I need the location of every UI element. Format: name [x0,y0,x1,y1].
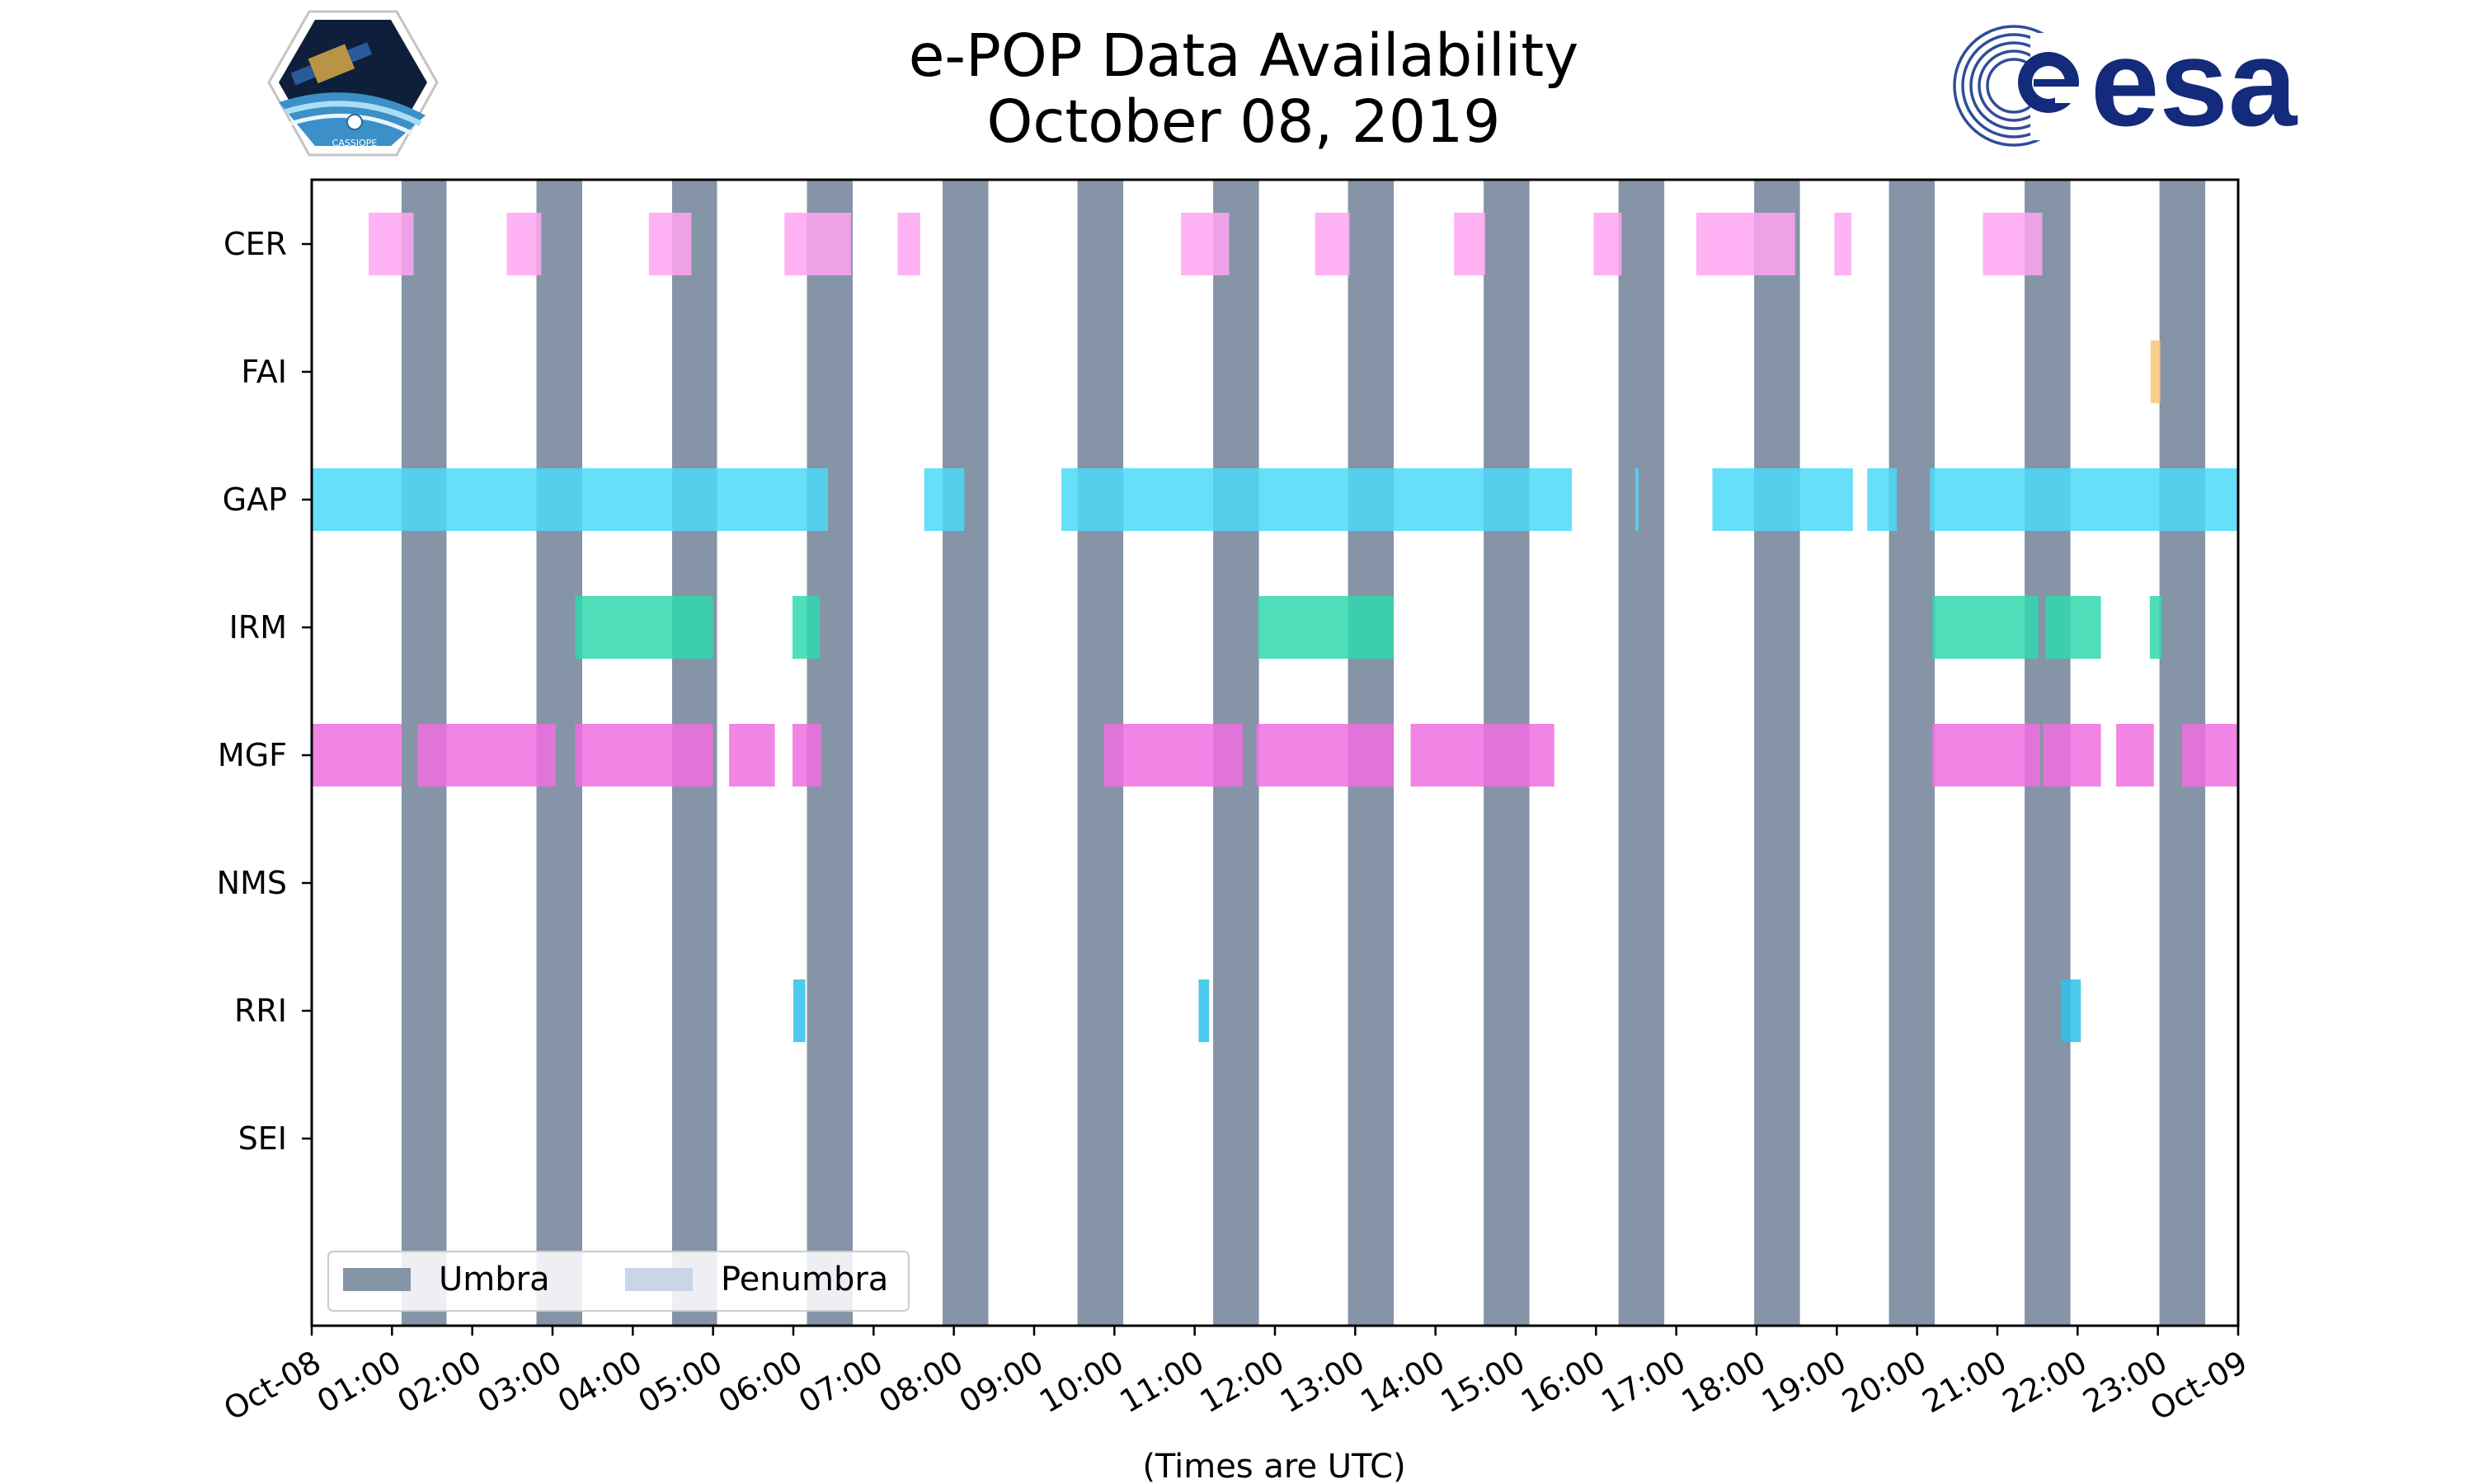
data-segment-gap [1213,468,1319,531]
data-segment-cer [897,213,920,275]
data-segment-cer [648,213,692,275]
y-tick-label-nms: NMS [217,865,287,901]
legend-swatch-umbra [343,1268,411,1291]
y-tick-label-sei: SEI [238,1120,287,1157]
data-segments [312,213,2238,1042]
y-tick-label-gap: GAP [223,481,287,518]
cassiope-logo: CASSIOPE [267,10,439,157]
data-segment-mgf [417,724,556,787]
data-segment-irm [575,596,713,659]
data-segment-gap [1635,468,1639,531]
data-segment-gap [312,468,828,531]
data-segment-irm [2149,596,2162,659]
data-segment-cer [1593,213,1622,275]
data-segment-cer [506,213,542,275]
data-segment-rri [2060,979,2081,1042]
data-segment-cer [1454,213,1486,275]
data-segment-gap [1712,468,1853,531]
data-segment-cer [1982,213,2043,275]
esa-logo: esa [1953,13,2298,152]
data-segment-cer [1315,213,1350,275]
data-segment-gap [1867,468,1898,531]
data-segment-gap [1319,468,1573,531]
data-segment-cer [1696,213,1795,275]
data-segment-mgf [312,724,402,787]
data-segment-mgf [575,724,713,787]
data-segment-mgf [2043,724,2101,787]
umbra-band [1888,180,1935,1326]
y-axis-ticks: CER FAI GAP IRM MGF NMS RRI SEI [217,226,312,1157]
x-axis-label: (Times are UTC) [1142,1448,1405,1484]
legend-label-penumbra: Penumbra [721,1261,888,1298]
legend-swatch-penumbra [625,1268,693,1291]
data-segment-gap [924,468,965,531]
legend: Umbra Penumbra [327,1251,910,1312]
data-segment-irm [1258,596,1395,659]
chart-title-line-2: October 08, 2019 [987,87,1501,156]
data-segment-mgf [1103,724,1244,787]
y-tick-label-irm: IRM [229,609,287,646]
data-segment-mgf [2116,724,2154,787]
data-segment-irm [793,596,821,659]
legend-label-umbra: Umbra [439,1261,550,1298]
umbra-band [1754,180,1800,1326]
umbra-band [1618,180,1665,1326]
umbra-band [943,180,989,1326]
data-segment-mgf [793,724,821,787]
y-tick-label-cer: CER [223,226,287,262]
data-segment-gap [1930,468,2238,531]
y-tick-label-rri: RRI [234,993,287,1029]
data-segment-fai [2150,340,2161,403]
legend-box [327,1251,910,1312]
data-segment-irm [2045,596,2101,659]
data-segment-mgf [1256,724,1394,787]
esa-logo-text: esa [2091,13,2298,152]
data-segment-mgf [729,724,775,787]
data-segment-cer [1834,213,1851,275]
data-segment-gap [1061,468,1214,531]
data-segment-cer [1181,213,1230,275]
data-segment-cer [784,213,852,275]
y-tick-label-fai: FAI [241,354,287,390]
data-segment-mgf [1410,724,1554,787]
data-segment-irm [1932,596,2039,659]
data-segment-cer [369,213,414,275]
data-segment-rri [793,979,806,1042]
data-segment-mgf [1932,724,2040,787]
data-segment-rri [1198,979,1210,1042]
cassiope-logo-text: CASSIOPE [332,138,378,148]
y-tick-label-mgf: MGF [218,737,287,773]
data-segment-mgf [2181,724,2238,787]
plot-frame [310,178,2240,1327]
chart-title-line-1: e-POP Data Availability [909,21,1578,90]
